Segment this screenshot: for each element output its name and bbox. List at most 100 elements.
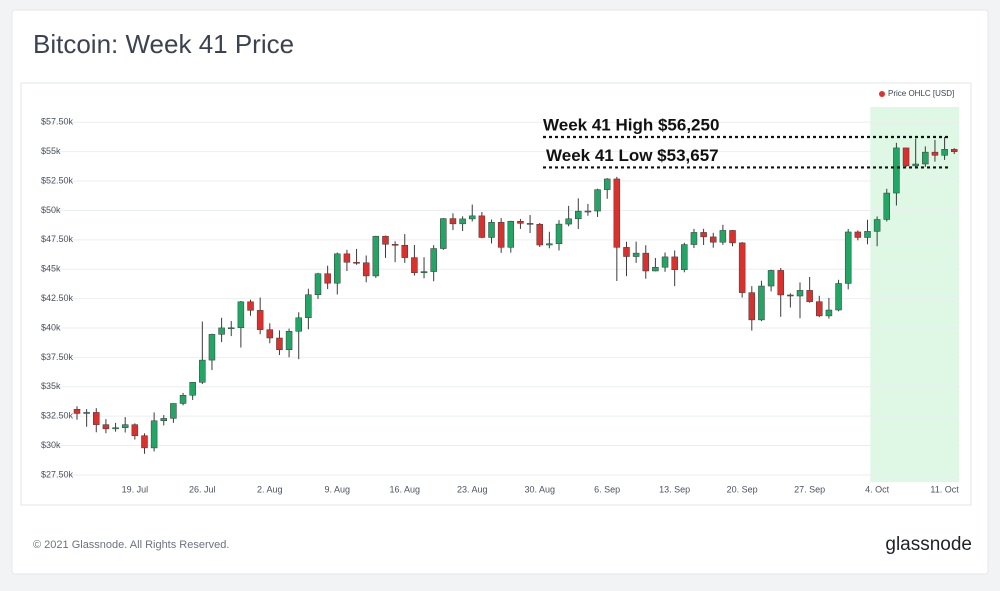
candle-body [787,294,794,297]
candle-body [449,218,457,225]
y-tick-label: $50k [41,205,61,215]
candle-body [613,178,621,248]
candle-body [777,270,784,296]
candle-body [873,219,881,232]
candle-body [681,244,688,270]
candle-body [642,252,650,272]
x-tick-label: 11. Oct [930,484,959,494]
candle-body [160,418,168,422]
y-tick-label: $57.50k [41,117,74,127]
candle-body [256,310,264,330]
candle-body [719,230,727,243]
y-tick-label: $47.50k [41,234,74,244]
candle-body [121,424,129,428]
y-tick-label: $30k [41,440,61,450]
candle-body [922,151,929,165]
candle-body [526,223,534,225]
candle-body [305,294,312,319]
candle-body [285,331,293,351]
candle-body [700,232,707,238]
y-tick-label: $32.50k [41,411,74,421]
candle-body [102,424,110,430]
candle-body [227,327,235,330]
y-tick-label: $42.50k [41,293,74,303]
candle-body [565,218,572,225]
candle-body [276,337,283,351]
x-tick-label: 30. Aug [524,484,555,494]
x-tick-label: 23. Aug [457,484,488,494]
y-tick-label: $37.50k [41,352,74,362]
candle-body [189,382,196,396]
x-tick-label: 13. Sep [659,484,690,494]
y-tick-label: $35k [41,381,61,391]
candle-body [738,242,746,293]
candle-body [478,215,486,238]
candle-body [391,244,399,246]
x-tick-label: 27. Sep [794,484,825,494]
candle-body [295,317,302,332]
candle-body [170,403,177,419]
candle-body [83,412,90,414]
plot: $27.50k $30k $32.50k $35k $37.50k $40k $42.50k… [40,89,960,494]
candle-body [758,285,765,321]
candle-body [131,424,139,436]
y-tick-label: $40k [41,322,61,332]
candle-body [555,223,563,244]
x-tick-label: 16. Aug [389,484,420,494]
candle-body [247,301,254,311]
candle-body [362,262,370,277]
candle-body [748,292,756,321]
candle-body [893,147,900,194]
candle-body [112,427,119,430]
candle-body [334,253,341,284]
candle-body [199,359,206,383]
candle-body [729,230,736,244]
candle-body [343,253,351,263]
candle-body [93,412,100,425]
legend-label: Price OHLC [USD] [888,89,954,98]
y-tick-label: $45k [41,264,61,274]
candle-body [266,329,274,339]
candle-body [546,243,553,246]
annotation-label: Week 41 Low $53,657 [546,146,719,165]
y-tick-label: $27.50k [41,469,74,479]
x-tick-label: 4. Oct [865,484,890,494]
highlight-band [870,107,960,482]
chart-frame [20,82,972,506]
candle-body [854,231,862,238]
candle-body [709,236,717,243]
candle-body [671,256,678,270]
candle-body [767,270,775,287]
candle-body [382,235,389,245]
candle-body [237,301,245,329]
candle-body [430,248,437,272]
candle-body [806,290,813,302]
candle-body [796,290,804,297]
x-tick-label: 26. Jul [189,484,216,494]
candle-body [864,231,871,238]
candle-body [141,435,148,449]
candle-body [652,266,659,272]
candle-body [73,408,81,414]
candle-body [623,247,630,257]
candle-body [661,256,669,268]
legend-marker [879,91,885,97]
candle-body [372,235,380,277]
candle-body [912,163,919,167]
candle-body [459,218,466,225]
candle-body [488,222,495,238]
candle-body [632,252,640,257]
candle-body [825,309,833,317]
candle-body [835,283,842,311]
candle-body [468,215,476,220]
chart-title: Bitcoin: Week 41 Price [33,29,294,59]
candle-body [179,394,187,404]
candle-body [208,334,216,361]
annotation-label: Week 41 High $56,250 [543,115,719,134]
candle-body [575,210,582,220]
candle-body [507,221,515,248]
candle-body [411,257,418,274]
candle-body [594,189,601,212]
candle-body [420,271,428,274]
